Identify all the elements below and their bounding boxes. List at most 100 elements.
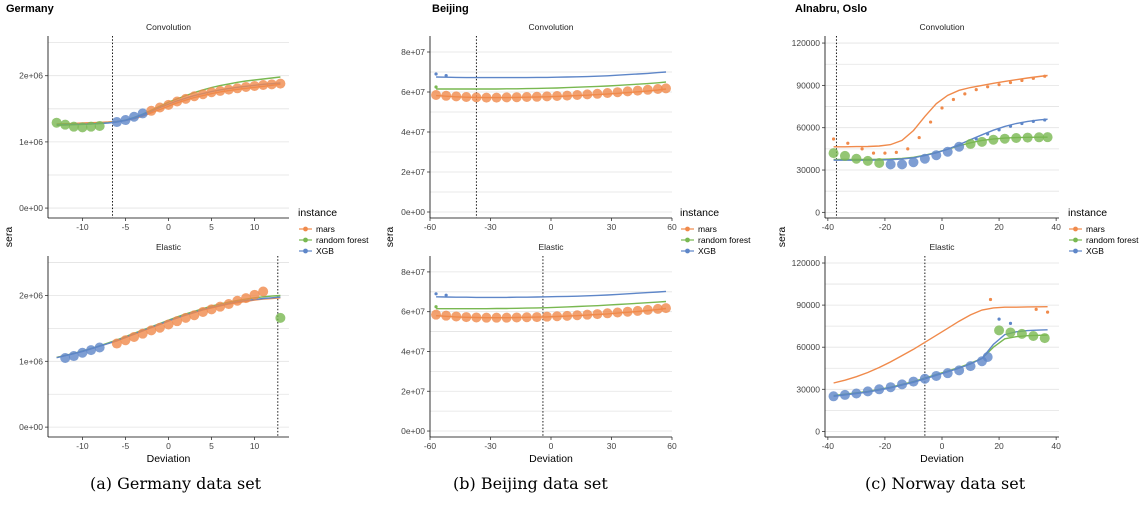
- point-random-forest: [1034, 132, 1045, 143]
- legend-item-label: XGB: [698, 246, 716, 256]
- point-mars: [660, 83, 671, 94]
- point-xgb: [434, 72, 438, 76]
- point-mars: [258, 286, 269, 297]
- point-mars: [206, 304, 217, 315]
- point-mars: [197, 89, 208, 100]
- point-mars: [111, 338, 122, 349]
- x-tick-label: 60: [667, 441, 677, 451]
- point-random-forest: [976, 136, 987, 147]
- point-mars: [163, 99, 174, 110]
- caption-beijing: (b) Beijing data set: [453, 474, 608, 493]
- point-xgb: [885, 382, 896, 393]
- point-mars: [120, 335, 131, 346]
- x-tick-label: -20: [879, 222, 892, 232]
- point-mars: [481, 92, 492, 103]
- point-mars: [431, 90, 442, 100]
- point-mars: [582, 89, 593, 100]
- point-mars: [928, 120, 933, 124]
- point-xgb: [942, 368, 953, 379]
- point-mars: [622, 86, 633, 97]
- point-mars: [860, 147, 864, 151]
- x-tick-label: -60: [424, 441, 437, 451]
- legend-item-label: random forest: [1086, 235, 1139, 245]
- legend-item-label: random forest: [698, 235, 751, 245]
- point-xgb: [851, 388, 862, 399]
- legend-item-label: random forest: [316, 235, 369, 245]
- point-mars: [511, 312, 522, 323]
- point-xgb: [1043, 118, 1047, 122]
- point-mars: [997, 83, 1001, 87]
- point-mars: [275, 78, 286, 89]
- y-tick-label: 30000: [796, 384, 820, 394]
- point-xgb: [60, 353, 71, 364]
- y-tick-label: 6e+07: [401, 307, 425, 317]
- panel-elastic: Elastic 0e+00 2e+07 4e+07 6e+07 8e+07 -60 -30 0 3…: [401, 242, 677, 451]
- point-mars: [906, 147, 910, 151]
- panel-subtitle: Convolution: [920, 22, 965, 32]
- point-mars: [501, 312, 512, 323]
- point-xgb: [931, 370, 942, 381]
- y-tick-label: 8e+07: [401, 47, 425, 57]
- point-mars: [189, 91, 200, 102]
- chart-title: Beijing: [432, 3, 469, 15]
- point-mars: [146, 105, 157, 116]
- point-xgb: [885, 159, 896, 170]
- point-mars: [531, 312, 542, 323]
- x-tick-label: -10: [76, 441, 89, 451]
- x-tick-label: 30: [607, 441, 617, 451]
- point-mars: [461, 92, 472, 102]
- point-xgb: [839, 389, 850, 400]
- caption-germany: (a) Germany data set: [90, 474, 262, 493]
- panel-subtitle: Elastic: [538, 242, 564, 252]
- point-mars: [612, 87, 623, 98]
- point-mars: [632, 85, 643, 96]
- point-random-forest: [1042, 132, 1053, 143]
- point-random-forest: [988, 134, 999, 145]
- x-tick-label: -30: [484, 222, 497, 232]
- point-mars: [521, 312, 532, 323]
- x-tick-label: -30: [484, 441, 497, 451]
- point-random-forest: [86, 121, 97, 132]
- point-mars: [963, 92, 967, 96]
- point-random-forest: [275, 312, 286, 323]
- legend-item-label: XGB: [1086, 246, 1104, 256]
- point-xgb: [94, 342, 105, 353]
- point-random-forest: [1005, 327, 1016, 338]
- point-xgb: [954, 365, 965, 376]
- point-mars: [831, 137, 836, 141]
- point-random-forest: [851, 153, 862, 164]
- chart-0: Germany Convolution 0e+00 1e+06 2e+06 -10 -5 0 5…: [3, 3, 289, 465]
- point-random-forest: [77, 122, 88, 133]
- panel-subtitle: Convolution: [529, 22, 574, 32]
- legend-item-label: XGB: [316, 246, 334, 256]
- caption-norway: (c) Norway data set: [865, 474, 1026, 493]
- point-mars: [1043, 74, 1047, 78]
- point-mars: [163, 319, 174, 330]
- chart-title: Alnabru, Oslo: [795, 3, 867, 15]
- point-xgb: [1020, 121, 1024, 126]
- curve-xgb: [833, 329, 1048, 397]
- x-tick-label: -40: [822, 441, 835, 451]
- point-mars: [129, 331, 140, 342]
- point-mars: [431, 309, 442, 320]
- x-tick-label: -5: [122, 441, 130, 451]
- point-random-forest: [994, 325, 1005, 336]
- point-mars: [240, 293, 251, 304]
- point-mars: [951, 97, 956, 102]
- y-tick-label: 4e+07: [401, 346, 425, 356]
- point-mars: [481, 312, 492, 323]
- point-mars: [1008, 80, 1013, 85]
- legend-title: instance: [680, 207, 719, 219]
- point-mars: [552, 311, 563, 322]
- point-random-forest: [965, 138, 976, 149]
- point-xgb: [77, 347, 88, 358]
- y-tick-label: 2e+06: [19, 71, 43, 81]
- point-mars: [652, 84, 663, 94]
- point-mars: [197, 306, 208, 317]
- point-random-forest: [68, 121, 79, 132]
- y-tick-label: 120000: [792, 38, 821, 48]
- point-random-forest: [862, 155, 873, 166]
- point-mars: [940, 106, 944, 110]
- x-axis-label: Deviation: [529, 453, 573, 465]
- point-xgb: [965, 361, 976, 372]
